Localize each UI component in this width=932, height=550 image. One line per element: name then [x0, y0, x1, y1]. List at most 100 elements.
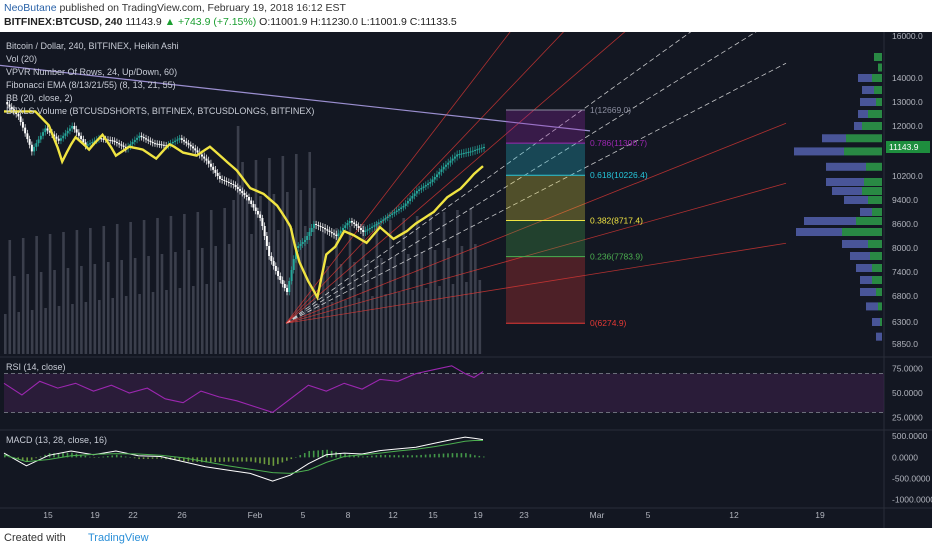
candle-body — [196, 150, 199, 153]
volume-profile-down — [850, 252, 870, 260]
candle-body — [35, 143, 38, 147]
candle-body — [469, 151, 472, 153]
candle-body — [28, 139, 31, 145]
candle-body — [456, 154, 459, 157]
volume-bar — [232, 200, 235, 354]
candle-body — [247, 197, 250, 201]
volume-bar — [281, 156, 285, 354]
candle-body — [451, 158, 454, 161]
volume-bar — [321, 230, 325, 354]
macd-histogram-bar — [80, 454, 82, 458]
candle-body — [348, 221, 351, 223]
volume-bar — [312, 188, 316, 354]
volume-bar — [447, 248, 450, 354]
candle-body — [176, 139, 179, 141]
candle-body — [174, 140, 177, 142]
chart-area[interactable]: 16000.0 14000.0 13000.0 12000.0 10200.0 9400.… — [0, 32, 932, 528]
candle-body — [6, 102, 9, 105]
macd-histogram-bar — [129, 457, 131, 458]
macd-histogram-bar — [183, 457, 185, 462]
candle-body — [422, 186, 425, 188]
candle-body — [156, 143, 159, 145]
candle-body — [442, 166, 445, 170]
macd-histogram-bar — [268, 457, 270, 465]
candle-body — [393, 212, 396, 214]
candle-body — [263, 226, 266, 236]
tradingview-logo-link[interactable]: TradingView — [88, 532, 149, 544]
volume-bar — [272, 194, 276, 354]
macd-histogram-bar — [357, 455, 360, 458]
macd-histogram-bar — [411, 455, 413, 458]
author-link[interactable]: NeoButane — [4, 2, 57, 14]
candle-body — [395, 210, 398, 212]
candle-body — [212, 166, 215, 170]
macd-histogram-bar — [478, 455, 481, 458]
candle-body — [270, 256, 273, 261]
volume-bar — [371, 296, 374, 354]
candle-body — [431, 179, 434, 182]
macd-histogram-bar — [375, 455, 378, 458]
volume-bar — [254, 160, 258, 354]
macd-histogram-bar — [21, 457, 24, 461]
candle-body — [480, 147, 483, 149]
macd-histogram-bar — [326, 449, 328, 458]
candle-body — [368, 228, 371, 230]
fib-fan-line — [285, 32, 626, 324]
candle-body — [402, 206, 405, 208]
volume-bar — [303, 226, 307, 354]
macd-tick-label: -1000.0000 — [892, 495, 932, 505]
macd-histogram-bar — [205, 457, 208, 463]
volume-profile-down — [866, 302, 878, 311]
macd-histogram-bar — [402, 455, 405, 458]
macd-histogram-bar — [156, 457, 158, 459]
volume-bar — [335, 228, 338, 354]
macd-histogram-bar — [308, 451, 311, 458]
candle-body — [234, 185, 237, 187]
macd-histogram-bar — [241, 457, 243, 462]
candle-body — [66, 130, 69, 134]
candle-body — [86, 144, 89, 146]
candle-body — [209, 163, 212, 167]
macd-histogram-bar — [102, 456, 105, 458]
volume-bar — [429, 214, 432, 354]
volume-profile-up — [872, 276, 882, 284]
candle-body — [438, 171, 441, 175]
candle-body — [194, 148, 197, 151]
macd-histogram-bar — [371, 455, 373, 458]
candle-body — [413, 193, 416, 196]
volume-profile-down — [844, 196, 868, 204]
candle-body — [366, 229, 369, 231]
candle-body — [384, 218, 387, 220]
volume-bar — [344, 300, 347, 354]
macd-histogram-bar — [30, 457, 33, 460]
ema-55-line — [4, 110, 484, 301]
volume-bar — [209, 210, 213, 354]
macd-histogram-bar — [165, 457, 167, 460]
candle-body — [297, 246, 300, 248]
volume-bar — [75, 230, 79, 354]
price-tick-label: 8000.0 — [892, 243, 918, 253]
volume-bar — [187, 250, 191, 354]
macd-histogram-bar — [53, 453, 55, 458]
macd-histogram-bar — [62, 452, 64, 458]
volume-bar — [138, 294, 141, 354]
volume-bar — [218, 282, 222, 354]
price-change: ▲ +743.9 (+7.15%) — [164, 16, 257, 28]
macd-histogram-bar — [200, 457, 203, 463]
rsi-line — [3, 365, 484, 414]
candle-body — [42, 132, 45, 136]
candle-body — [120, 144, 123, 146]
candle-body — [418, 189, 421, 191]
candle-body — [306, 236, 309, 240]
volume-bar — [277, 230, 280, 354]
candle-body — [183, 139, 186, 142]
volume-bar — [30, 310, 34, 354]
candle-body — [471, 150, 474, 152]
macd-histogram-bar — [115, 454, 118, 458]
volume-profile-down — [822, 134, 846, 143]
price-tick-label: 6800.0 — [892, 291, 918, 301]
candle-body — [268, 246, 271, 256]
chart-svg[interactable]: 16000.0 14000.0 13000.0 12000.0 10200.0 9400.… — [0, 32, 932, 528]
candle-body — [346, 223, 349, 226]
macd-histogram-bar — [227, 457, 230, 462]
